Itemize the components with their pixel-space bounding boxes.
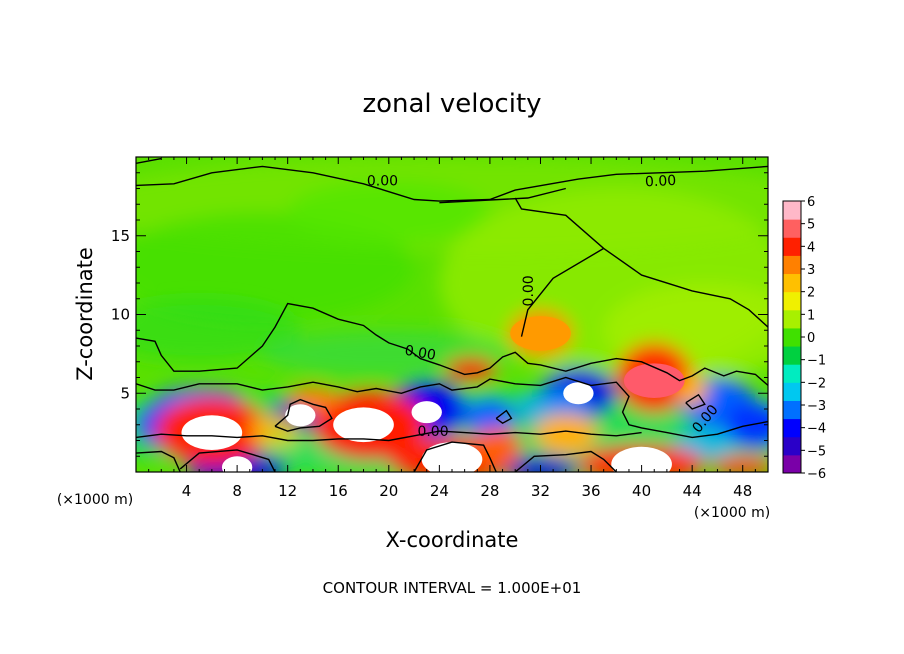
colorbar-tick-label: 0 xyxy=(807,331,815,346)
zero-contour-line xyxy=(685,393,706,410)
chart-title: zonal velocity xyxy=(362,89,541,119)
zero-contour-line xyxy=(136,376,768,439)
colorbar-swatch xyxy=(783,436,801,456)
field-blob xyxy=(502,456,579,472)
x-tick-label: 36 xyxy=(581,482,600,500)
field-core xyxy=(563,382,594,405)
colorbar-tick-label: −1 xyxy=(807,354,826,369)
contour-label: 0.00 xyxy=(417,424,448,440)
field-blob xyxy=(711,456,768,472)
zero-contour-line xyxy=(136,302,768,386)
y-tick-label: 10 xyxy=(111,306,130,324)
zero-contour-line xyxy=(136,430,642,442)
contour-label: 0.00 xyxy=(403,343,436,364)
colorbar-swatch xyxy=(783,273,801,293)
y-axis-unit: (×1000 m) xyxy=(57,492,133,508)
colorbar-tick-label: −4 xyxy=(807,422,826,437)
colorbar: 6 5 4 3 2 1 0 −1 −2 −3 −4 −5 −6 xyxy=(782,195,826,482)
field-blob xyxy=(464,397,516,436)
zero-contour-line xyxy=(136,157,162,164)
colorbar-swatch xyxy=(783,219,801,238)
colorbar-tick-label: 3 xyxy=(807,263,815,278)
colorbar-swatch xyxy=(783,382,801,401)
colorbar-swatch xyxy=(783,291,801,311)
field-blob xyxy=(136,298,301,362)
zero-contour-line xyxy=(179,449,276,472)
field-cores xyxy=(181,316,685,472)
colorbar-tick-label: 5 xyxy=(807,218,815,233)
field-core xyxy=(333,407,394,443)
colorbar-swatch xyxy=(783,309,801,329)
x-tick-label: 16 xyxy=(329,482,348,500)
colorbar-swatch xyxy=(783,346,801,365)
field-blob xyxy=(470,427,522,466)
zero-contour-line xyxy=(136,450,181,472)
field-blob xyxy=(287,180,490,244)
x-tick-label: 44 xyxy=(683,482,702,500)
x-axis-unit: (×1000 m) xyxy=(694,505,770,521)
colorbar-tick-label: 6 xyxy=(807,195,815,210)
x-tick-label: 12 xyxy=(278,482,297,500)
colorbar-tick-label: −5 xyxy=(807,444,826,459)
x-tick-label: 28 xyxy=(480,482,499,500)
field-blob xyxy=(534,413,598,455)
colorbar-swatch xyxy=(783,237,801,256)
plot-area: 0.00 0.000.000.000.00 0.00 xyxy=(136,157,768,472)
x-tick-label: 32 xyxy=(531,482,550,500)
field-blob xyxy=(676,374,708,406)
zero-contour-line xyxy=(495,409,513,425)
contour-label: 0.00 xyxy=(521,275,537,306)
y-tick-label: 5 xyxy=(120,384,130,402)
contour-label: 0.00 xyxy=(645,173,677,191)
x-tick-label: 4 xyxy=(182,482,192,500)
y-axis-ticks: 5 10 15 xyxy=(111,172,768,457)
field-blob xyxy=(673,427,737,460)
colorbar-swatch xyxy=(783,364,801,383)
field-core xyxy=(623,363,685,398)
zero-contours xyxy=(136,157,768,472)
colorbar-tick-label: −6 xyxy=(807,467,826,482)
x-tick-label: 40 xyxy=(632,482,651,500)
field-core xyxy=(421,442,483,472)
x-tick-label: 8 xyxy=(232,482,242,500)
colorbar-tick-label: 4 xyxy=(807,240,815,255)
zero-contour-line xyxy=(136,165,768,202)
colorbar-swatch xyxy=(783,418,801,438)
colorbar-swatch xyxy=(783,454,801,474)
contour-labels: 0.00 0.000.000.000.00 0.00 xyxy=(367,173,722,440)
zero-contour-line xyxy=(520,247,605,337)
field-blob xyxy=(723,401,768,449)
colorbar-tick-label: 1 xyxy=(807,308,815,323)
contour-label: 0.00 xyxy=(367,174,398,190)
zero-contour-line xyxy=(413,441,497,472)
colorbar-tick-label: −3 xyxy=(807,399,826,414)
x-tick-label: 48 xyxy=(733,482,752,500)
field-core xyxy=(411,401,442,424)
field-core xyxy=(510,316,571,351)
zero-contour-line xyxy=(274,398,333,432)
x-axis-ticks: 4 8 12 16 20 24 28 32 36 40 44 48 xyxy=(148,157,756,500)
field-core xyxy=(181,415,243,450)
x-tick-label: 20 xyxy=(379,482,398,500)
field-blob xyxy=(445,358,497,381)
zero-contour-line xyxy=(439,187,566,204)
contour-interval-note: CONTOUR INTERVAL = 1.000E+01 xyxy=(323,579,582,597)
y-axis-label: Z-coordinate xyxy=(73,247,97,381)
x-tick-label: 24 xyxy=(430,482,449,500)
field-core xyxy=(285,404,316,427)
colorbar-swatch xyxy=(783,201,801,220)
field-blob xyxy=(249,413,301,449)
colorbar-tick-label: 2 xyxy=(807,286,815,301)
y-tick-label: 15 xyxy=(111,227,130,245)
colorbar-swatch xyxy=(783,255,801,275)
colorbar-swatch xyxy=(783,327,801,347)
zero-contour-line xyxy=(514,450,617,472)
colorbar-tick-label: −2 xyxy=(807,376,826,391)
x-axis-label: X-coordinate xyxy=(386,528,519,552)
colorbar-swatch xyxy=(783,400,801,420)
zero-contour-line xyxy=(514,197,768,328)
field-core xyxy=(611,446,672,472)
field-core xyxy=(221,456,253,472)
